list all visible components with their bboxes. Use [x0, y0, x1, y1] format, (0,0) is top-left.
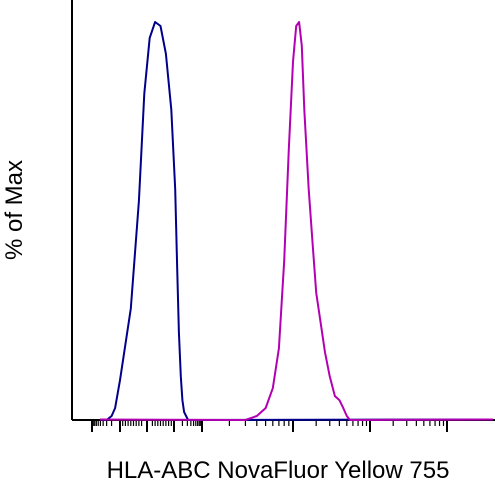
y-axis-title: % of Max [1, 160, 28, 260]
x-axis-title: HLA-ABC NovaFluor Yellow 755 [107, 457, 450, 483]
plot-frame [71, 0, 495, 421]
histogram-series-2 [99, 21, 494, 421]
series-layer [99, 21, 494, 421]
histogram-series-1 [99, 21, 494, 421]
x-axis-ticks [91, 420, 448, 432]
